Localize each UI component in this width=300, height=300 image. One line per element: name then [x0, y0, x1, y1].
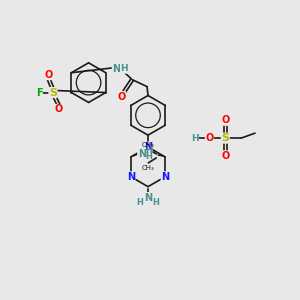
Text: H: H — [191, 134, 198, 142]
Text: O: O — [45, 70, 53, 80]
Text: H: H — [152, 198, 159, 207]
Text: N: N — [112, 64, 120, 74]
Text: F: F — [36, 88, 42, 98]
Text: H: H — [145, 146, 152, 155]
Text: N: N — [144, 142, 152, 152]
Text: H: H — [145, 152, 152, 161]
Text: N: N — [138, 149, 146, 159]
Text: O: O — [117, 92, 125, 101]
Text: H: H — [137, 198, 143, 207]
Text: O: O — [221, 115, 230, 125]
Text: H: H — [120, 64, 128, 73]
Text: O: O — [221, 151, 230, 161]
Text: O: O — [205, 133, 214, 143]
Text: N: N — [161, 172, 169, 182]
Text: N: N — [127, 172, 135, 182]
Text: S: S — [49, 88, 57, 98]
Text: S: S — [221, 133, 229, 143]
Text: N: N — [144, 193, 152, 202]
Text: O: O — [55, 104, 63, 114]
Text: CH₃: CH₃ — [142, 142, 155, 148]
Text: CH₃: CH₃ — [142, 165, 155, 171]
